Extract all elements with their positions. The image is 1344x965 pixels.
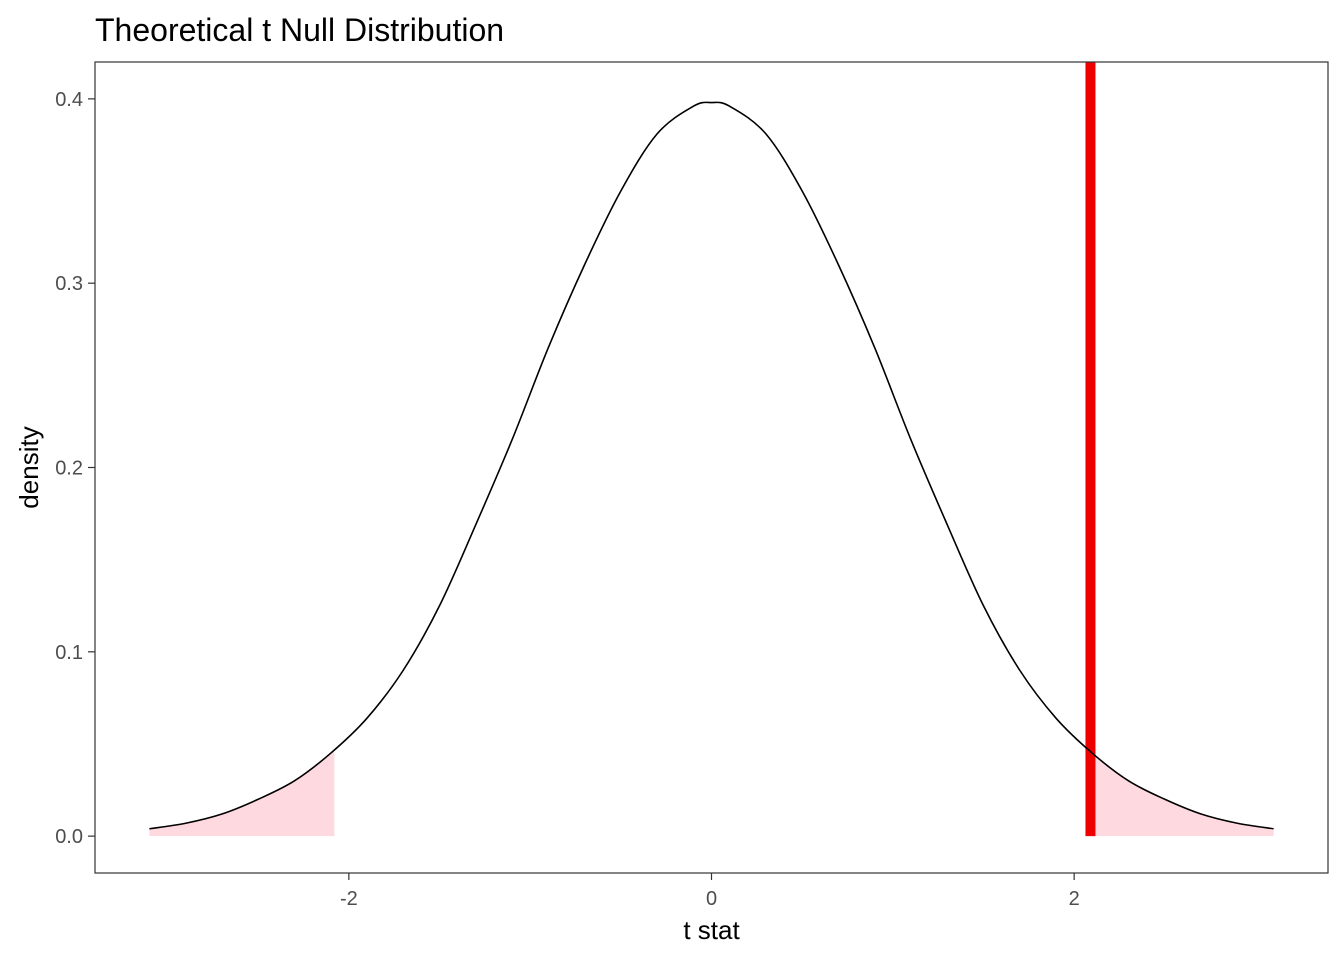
x-tick-label: -2: [340, 888, 358, 910]
x-axis-title: t stat: [683, 915, 740, 945]
chart-title: Theoretical t Null Distribution: [95, 12, 504, 48]
left-tail-shaded-region: [149, 749, 335, 837]
density-curve: [149, 101, 1274, 830]
density-curve-layer: [149, 101, 1274, 830]
y-tick-label: 0.1: [55, 642, 83, 664]
x-tick-label: 2: [1069, 888, 1080, 910]
right-tail-shaded-region: [1088, 749, 1274, 837]
y-tick-label: 0.4: [55, 89, 83, 111]
plot-panel-border: [94, 61, 1329, 874]
y-tick-label: 0.3: [55, 273, 83, 295]
x-tick-label: 0: [706, 888, 717, 910]
y-tick-label: 0.0: [55, 826, 83, 848]
x-axis: -2 0 2: [340, 873, 1080, 910]
y-axis-title: density: [14, 426, 44, 508]
shaded-tail-regions: [149, 749, 1274, 837]
y-tick-label: 0.2: [55, 458, 83, 480]
y-axis: 0.0 0.1 0.2 0.3 0.4: [55, 89, 95, 848]
